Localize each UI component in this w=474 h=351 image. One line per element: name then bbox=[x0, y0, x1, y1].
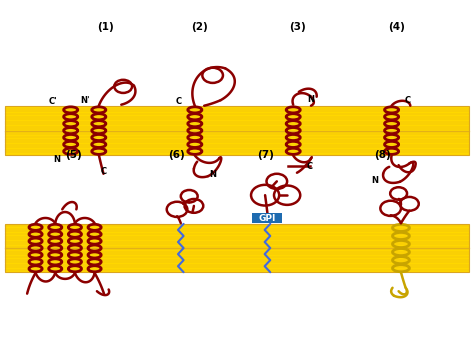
Text: C: C bbox=[100, 167, 107, 176]
FancyBboxPatch shape bbox=[253, 213, 283, 223]
Text: N: N bbox=[372, 176, 379, 185]
Text: N: N bbox=[307, 95, 314, 104]
Text: GPI: GPI bbox=[259, 214, 276, 223]
Text: (7): (7) bbox=[256, 150, 273, 160]
Text: (2): (2) bbox=[191, 22, 208, 32]
Text: (4): (4) bbox=[388, 22, 405, 32]
Text: N: N bbox=[209, 170, 216, 179]
Text: (8): (8) bbox=[374, 150, 391, 160]
Text: C': C' bbox=[49, 97, 57, 106]
Text: N: N bbox=[53, 155, 60, 164]
Text: C: C bbox=[175, 97, 182, 106]
Text: C: C bbox=[405, 96, 411, 105]
Text: (6): (6) bbox=[168, 150, 184, 160]
Bar bbox=[5, 106, 469, 155]
Bar bbox=[5, 224, 469, 272]
Text: (1): (1) bbox=[98, 22, 114, 32]
Text: (5): (5) bbox=[64, 150, 82, 160]
Text: C: C bbox=[307, 162, 313, 171]
Text: (3): (3) bbox=[290, 22, 306, 32]
Text: N': N' bbox=[80, 96, 90, 105]
